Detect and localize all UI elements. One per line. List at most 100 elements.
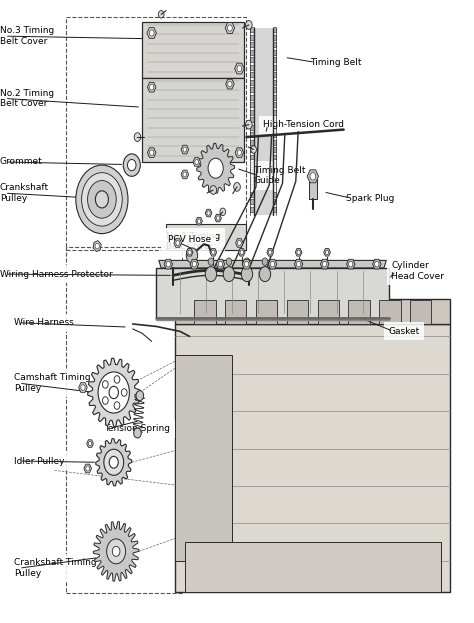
Circle shape xyxy=(82,173,122,226)
Polygon shape xyxy=(226,79,234,89)
Circle shape xyxy=(297,262,301,267)
Polygon shape xyxy=(273,35,276,40)
Circle shape xyxy=(81,384,85,390)
Circle shape xyxy=(123,154,140,176)
Circle shape xyxy=(176,240,180,245)
Circle shape xyxy=(207,211,210,215)
Circle shape xyxy=(262,258,268,265)
Polygon shape xyxy=(96,439,132,486)
Polygon shape xyxy=(84,464,91,473)
Polygon shape xyxy=(236,239,243,247)
Circle shape xyxy=(88,181,116,218)
Polygon shape xyxy=(287,300,308,324)
Polygon shape xyxy=(273,110,276,115)
Polygon shape xyxy=(156,268,389,318)
Polygon shape xyxy=(273,50,276,55)
Polygon shape xyxy=(250,184,254,189)
Circle shape xyxy=(241,267,253,282)
Circle shape xyxy=(95,191,109,208)
Circle shape xyxy=(149,85,154,90)
Circle shape xyxy=(237,150,241,155)
Polygon shape xyxy=(250,125,254,130)
Polygon shape xyxy=(250,162,254,167)
Circle shape xyxy=(246,21,252,29)
Text: Timing Belt: Timing Belt xyxy=(310,58,362,67)
Polygon shape xyxy=(348,300,370,324)
Polygon shape xyxy=(235,148,244,158)
Polygon shape xyxy=(273,72,276,77)
Polygon shape xyxy=(273,207,276,212)
Circle shape xyxy=(114,376,120,383)
Polygon shape xyxy=(307,170,319,183)
Polygon shape xyxy=(185,542,441,592)
Circle shape xyxy=(95,243,99,249)
Polygon shape xyxy=(273,80,276,85)
Polygon shape xyxy=(242,259,251,269)
Circle shape xyxy=(205,267,217,282)
Circle shape xyxy=(98,372,129,413)
Polygon shape xyxy=(250,155,254,159)
Polygon shape xyxy=(181,170,189,179)
Polygon shape xyxy=(250,42,254,47)
Polygon shape xyxy=(324,249,330,256)
Circle shape xyxy=(244,258,250,265)
Circle shape xyxy=(104,449,124,475)
Text: High-Tension Cord: High-Tension Cord xyxy=(263,120,344,129)
Polygon shape xyxy=(254,28,273,215)
Circle shape xyxy=(134,133,141,141)
Circle shape xyxy=(197,219,201,223)
Polygon shape xyxy=(215,214,221,222)
Circle shape xyxy=(325,250,328,254)
Polygon shape xyxy=(250,87,254,92)
Circle shape xyxy=(228,25,232,31)
Polygon shape xyxy=(273,199,276,204)
Text: Wiring Harness Protector: Wiring Harness Protector xyxy=(0,270,113,278)
Circle shape xyxy=(348,262,353,267)
Polygon shape xyxy=(175,324,450,592)
Polygon shape xyxy=(273,95,276,100)
Polygon shape xyxy=(250,35,254,40)
Circle shape xyxy=(208,258,214,265)
Polygon shape xyxy=(250,27,254,32)
Polygon shape xyxy=(295,249,302,256)
Polygon shape xyxy=(273,192,276,197)
Circle shape xyxy=(240,250,244,254)
Circle shape xyxy=(121,389,127,396)
Polygon shape xyxy=(238,249,245,256)
Text: No.1 Timing
Belt Cover: No.1 Timing Belt Cover xyxy=(166,232,220,252)
Polygon shape xyxy=(250,132,254,137)
Polygon shape xyxy=(273,155,276,159)
Polygon shape xyxy=(250,50,254,55)
Polygon shape xyxy=(273,162,276,167)
Circle shape xyxy=(109,456,118,468)
Circle shape xyxy=(251,146,256,153)
Polygon shape xyxy=(273,42,276,47)
Text: Timing Belt
Guide: Timing Belt Guide xyxy=(254,166,305,186)
Circle shape xyxy=(149,30,154,36)
Circle shape xyxy=(208,158,223,178)
Text: Grommet: Grommet xyxy=(0,158,43,166)
Circle shape xyxy=(134,428,141,438)
Circle shape xyxy=(237,65,242,72)
Polygon shape xyxy=(256,300,277,324)
Polygon shape xyxy=(210,249,217,256)
Circle shape xyxy=(259,267,271,282)
Polygon shape xyxy=(267,249,273,256)
Polygon shape xyxy=(190,259,199,269)
Polygon shape xyxy=(250,102,254,107)
Circle shape xyxy=(211,250,215,254)
Polygon shape xyxy=(166,224,246,250)
Polygon shape xyxy=(273,147,276,152)
Circle shape xyxy=(322,262,327,267)
Polygon shape xyxy=(273,65,276,70)
Polygon shape xyxy=(147,148,156,158)
Polygon shape xyxy=(250,207,254,212)
Polygon shape xyxy=(373,259,381,269)
Polygon shape xyxy=(273,57,276,62)
Circle shape xyxy=(374,262,379,267)
Polygon shape xyxy=(250,192,254,197)
Polygon shape xyxy=(216,259,225,269)
Circle shape xyxy=(136,391,144,401)
Circle shape xyxy=(246,120,252,129)
Polygon shape xyxy=(88,358,140,427)
